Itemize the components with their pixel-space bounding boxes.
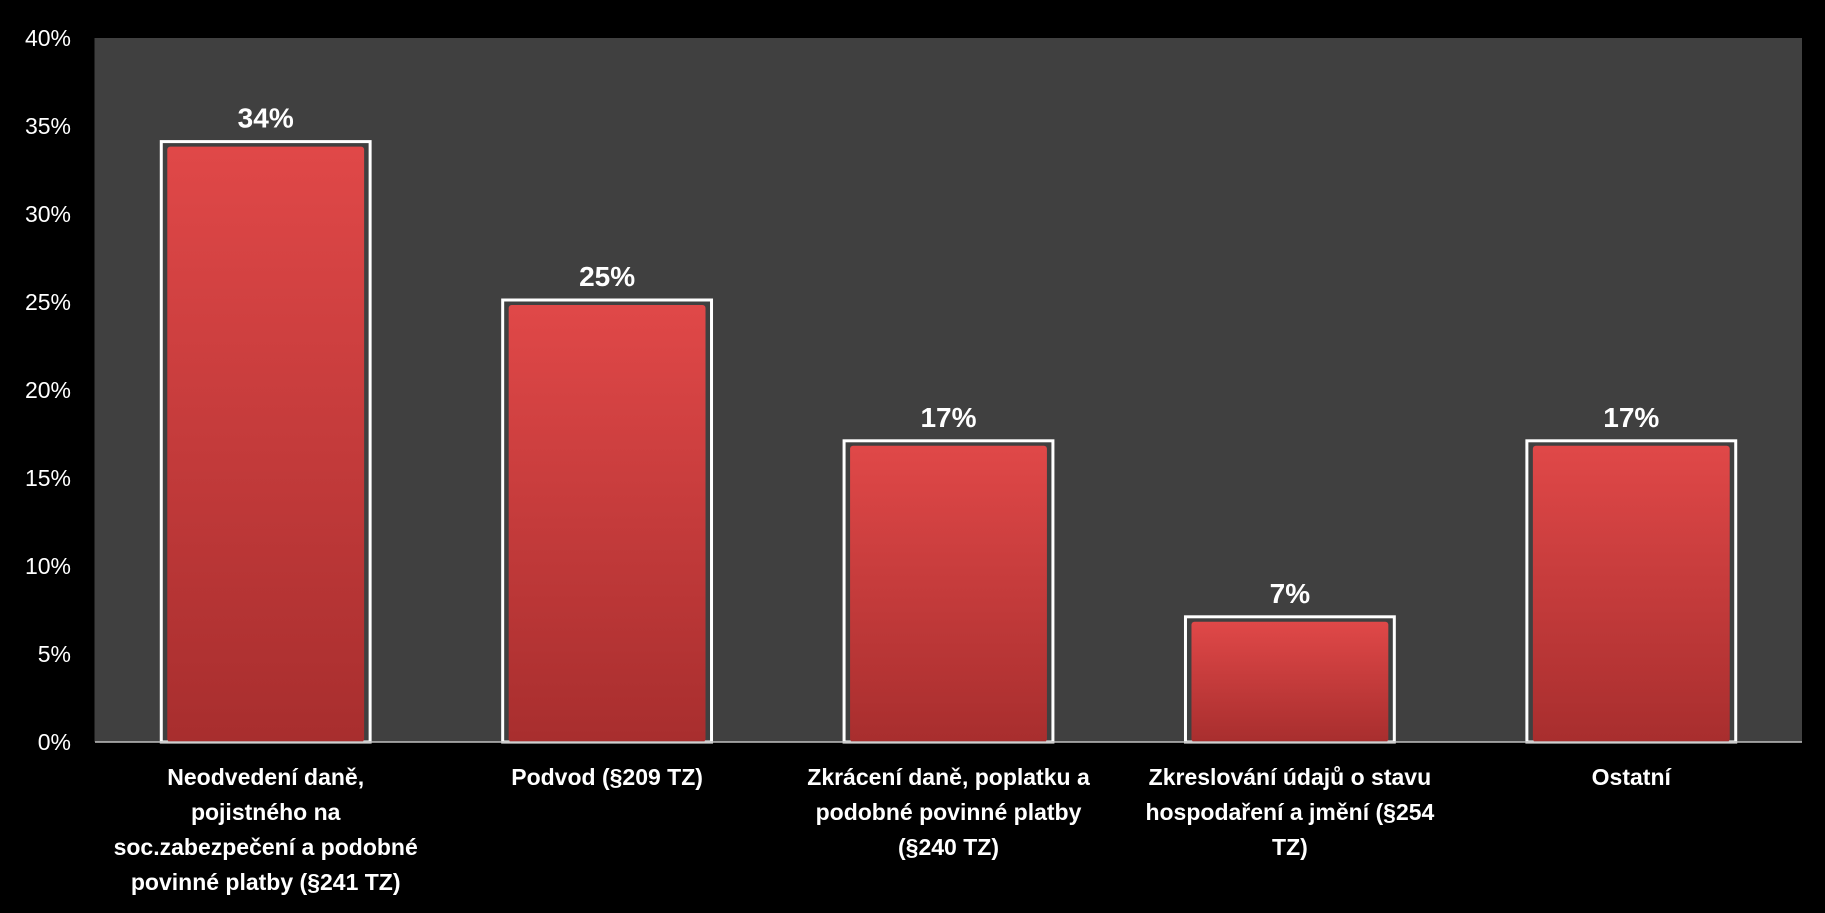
y-tick-label: 0% [38,729,71,755]
bar [508,305,706,742]
y-tick-label: 40% [25,25,71,51]
bar [1191,621,1389,742]
data-label: 17% [1603,402,1659,433]
data-label: 34% [238,103,294,134]
y-tick-label: 5% [38,641,71,667]
y-axis: 0% 5% 10% 15% 20% 25% 30% 35% 40% [25,25,96,755]
y-tick-label: 15% [25,465,71,491]
bars-group [159,140,1738,744]
y-tick-label: 25% [25,289,71,315]
y-tick-label: 30% [25,201,71,227]
y-tick-label: 20% [25,377,71,403]
data-label: 7% [1270,578,1311,609]
bar [167,146,365,743]
bar [850,445,1047,742]
y-tick-label: 35% [25,113,71,139]
bar [1532,445,1730,742]
data-label: 25% [579,261,635,292]
x-tick-label: Ostatní [1592,764,1673,790]
x-tick-label: Podvod (§209 TZ) [511,764,703,790]
x-axis-labels: Neodvedení daně, pojistného na soc.zabezpe… [114,764,1673,895]
data-label: 17% [920,402,976,433]
data-labels-group: 34% 25% 17% 7% 17% [238,103,1660,609]
x-tick-label: Neodvedení daně, pojistného na soc.zabezpe… [114,764,418,895]
x-tick-label: Zkrácení daně, poplatku a podobné povinné… [807,764,1090,860]
y-tick-label: 10% [25,553,71,579]
x-tick-label: Zkreslování údajů o stavu hospodaření a j… [1145,764,1434,860]
